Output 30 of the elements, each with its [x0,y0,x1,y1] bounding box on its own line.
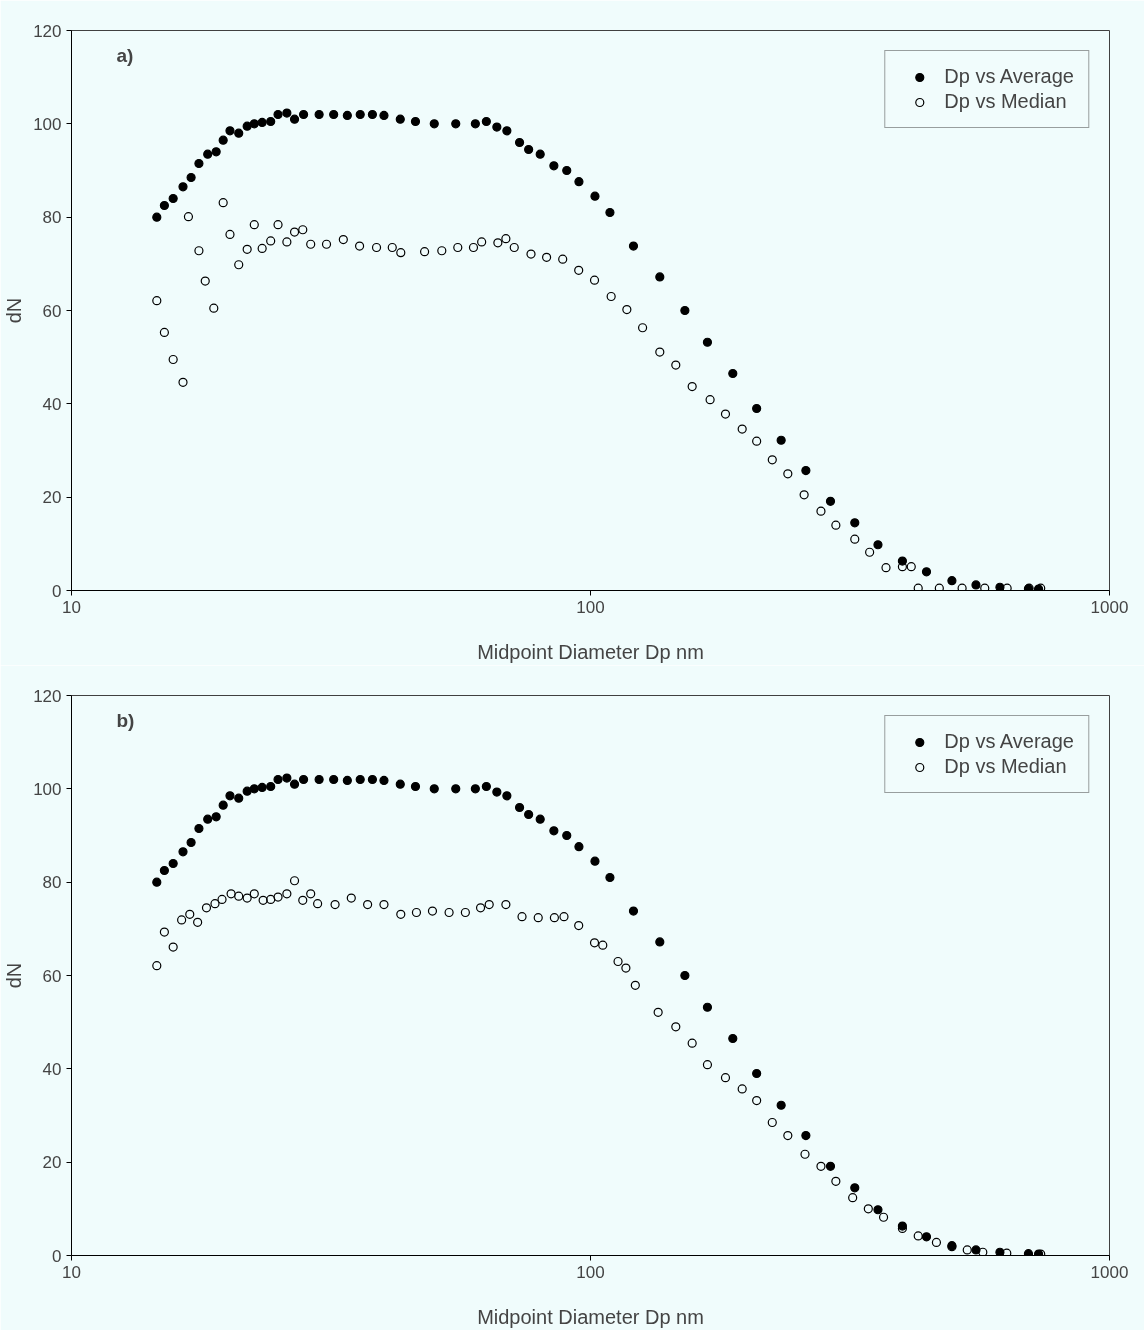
y-tick-label: 20 [42,488,62,508]
x-tick-label: 10 [62,1262,81,1282]
y-tick-label: 0 [52,1246,62,1266]
y-tick-label: 40 [42,1059,62,1079]
y-axis-title: dN [3,297,26,324]
legend-label: Dp vs Median [944,90,1067,113]
x-tick-label: 10 [62,597,81,617]
y-tick-label: 80 [42,873,62,893]
y-tick-label: 60 [42,966,62,986]
x-tick-label: 1000 [1090,597,1129,617]
y-tick-label: 120 [33,21,62,41]
x-axis-title: Midpoint Diameter Dp nm [477,1305,704,1328]
x-tick-label: 100 [576,597,605,617]
x-tick-label: 100 [576,1262,605,1282]
y-axis-title: dN [3,962,26,989]
legend-label: Dp vs Average [944,65,1074,88]
y-tick-label: 120 [33,686,62,706]
y-tick-label: 60 [42,301,62,321]
x-tick-label: 1000 [1090,1262,1129,1282]
y-tick-label: 80 [42,208,62,228]
x-axis-title: Midpoint Diameter Dp nm [477,640,704,663]
legend-label: Dp vs Median [944,755,1067,778]
y-tick-label: 20 [42,1153,62,1173]
annotation: b) [116,709,135,731]
y-tick-label: 100 [33,114,62,134]
y-tick-label: 100 [33,779,62,799]
y-tick-label: 40 [42,394,62,414]
y-tick-label: 0 [52,581,62,601]
legend-label: Dp vs Average [944,730,1074,753]
annotation: a) [116,44,134,66]
